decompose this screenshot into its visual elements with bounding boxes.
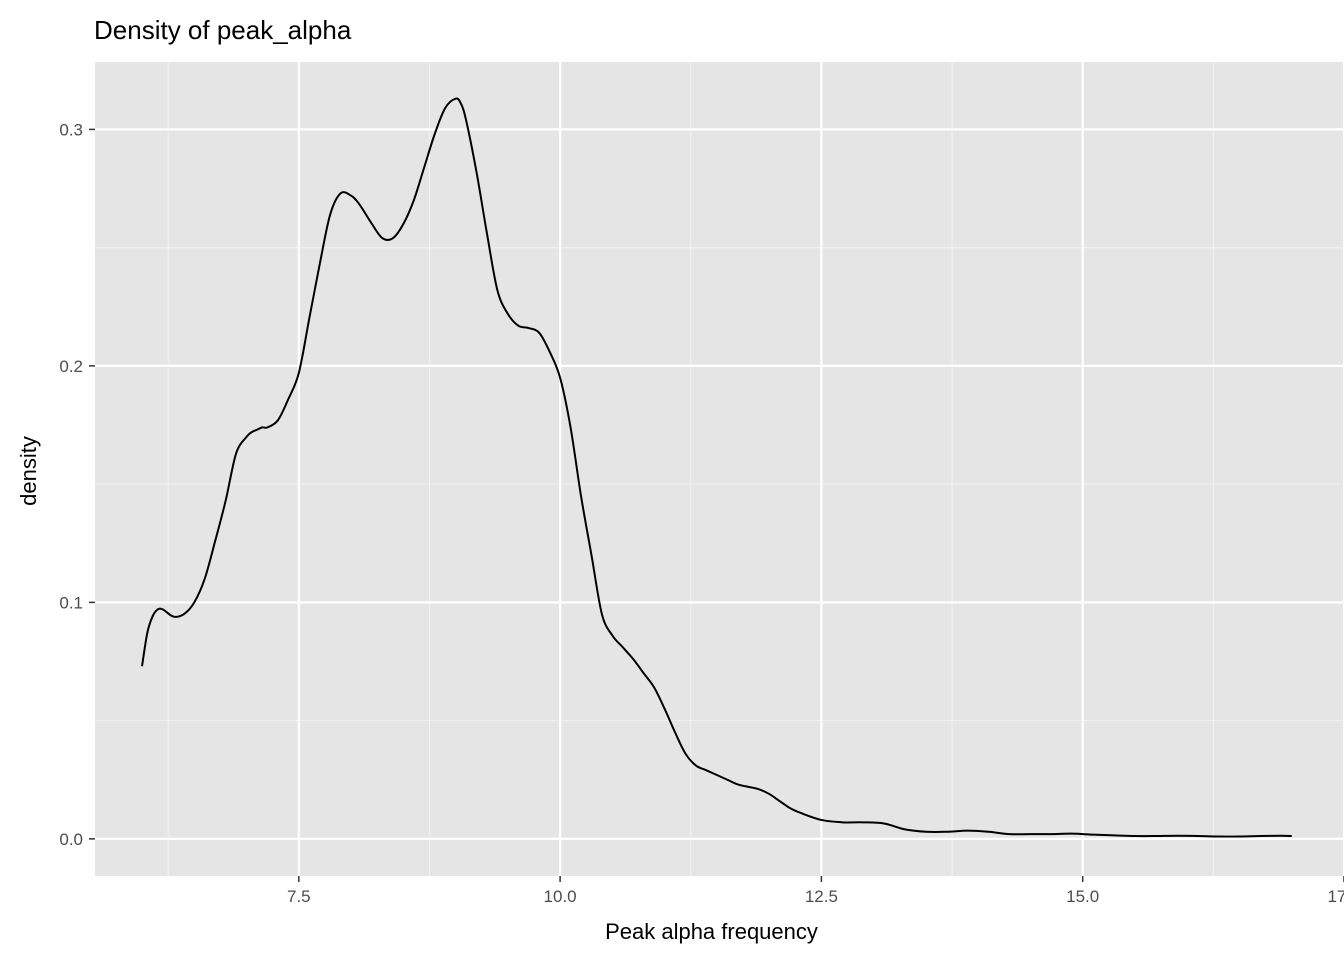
x-tick-label: 17.5 <box>1327 887 1344 906</box>
density-curve <box>141 97 1292 838</box>
x-tick-label: 7.5 <box>287 887 311 906</box>
x-tick-label: 12.5 <box>805 887 838 906</box>
x-tick-label: 10.0 <box>544 887 577 906</box>
major-gridlines-y <box>95 128 1344 840</box>
minor-gridlines-y <box>95 247 1344 722</box>
plot-panel <box>95 62 1344 876</box>
y-axis-title: density <box>16 436 41 506</box>
y-tick-label: 0.0 <box>59 830 83 849</box>
y-tick-label: 0.1 <box>59 593 83 612</box>
x-axis-title: Peak alpha frequency <box>605 919 818 944</box>
y-tick-label: 0.2 <box>59 357 83 376</box>
y-tick-label: 0.3 <box>59 120 83 139</box>
minor-gridlines-x <box>167 62 1214 876</box>
major-gridlines-x <box>297 62 1344 876</box>
x-tick-label: 15.0 <box>1066 887 1099 906</box>
x-axis-ticks: 7.5 10.0 12.5 15.0 17.5 <box>287 876 1344 906</box>
y-axis-ticks: 0.0 0.1 0.2 0.3 <box>59 120 95 849</box>
chart-title: Density of peak_alpha <box>94 15 352 45</box>
